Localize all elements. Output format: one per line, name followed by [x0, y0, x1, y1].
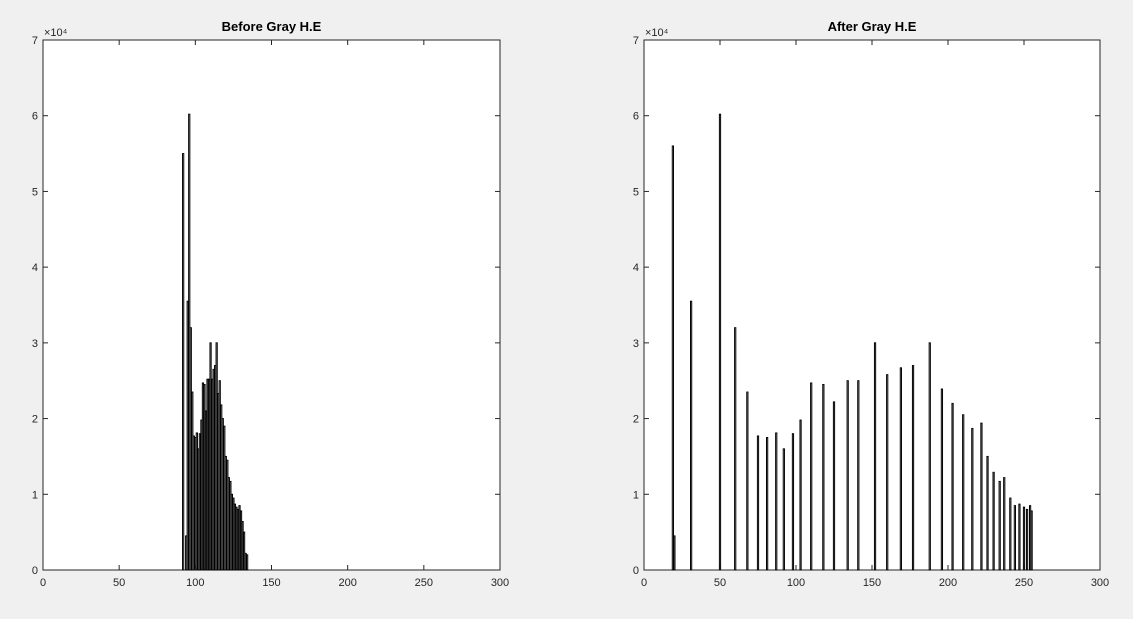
y-tick-label: 2: [32, 414, 38, 426]
y-exponent-label: ×10⁴: [44, 27, 68, 39]
x-tick-label: 300: [1091, 577, 1109, 589]
y-tick-label: 3: [32, 338, 38, 350]
x-tick-label: 250: [415, 577, 433, 589]
x-tick-label: 0: [40, 577, 46, 589]
y-tick-label: 6: [633, 111, 639, 123]
x-tick-label: 50: [714, 577, 726, 589]
x-tick-label: 50: [113, 577, 125, 589]
axes-box: [43, 40, 500, 570]
y-tick-label: 4: [633, 262, 639, 274]
x-tick-label: 200: [338, 577, 356, 589]
y-tick-label: 6: [32, 111, 38, 123]
y-tick-label: 2: [633, 414, 639, 426]
x-tick-label: 300: [491, 577, 509, 589]
x-tick-label: 100: [787, 577, 805, 589]
x-tick-label: 200: [939, 577, 957, 589]
x-tick-label: 0: [641, 577, 647, 589]
axes-box: [644, 40, 1100, 570]
y-tick-label: 3: [633, 338, 639, 350]
y-tick-label: 5: [32, 186, 38, 198]
y-tick-label: 4: [32, 262, 38, 274]
y-tick-label: 5: [633, 186, 639, 198]
x-tick-label: 150: [863, 577, 881, 589]
y-tick-label: 7: [633, 35, 639, 47]
y-tick-label: 0: [633, 565, 639, 577]
chart-title: After Gray H.E: [828, 19, 917, 34]
y-tick-label: 1: [633, 489, 639, 501]
x-tick-label: 150: [262, 577, 280, 589]
chart-before-gray-he: 0 50 100 150 200 250 300 0 1 2 3 4 5 6 7 ×10⁴ Before Gra…: [32, 19, 509, 589]
x-tick-label: 250: [1015, 577, 1033, 589]
chart-title: Before Gray H.E: [222, 19, 322, 34]
chart-after-gray-he: 0 50 100 150 200 250 300 0 1 2 3 4 5 6 7 ×10⁴ After Gray…: [633, 19, 1109, 589]
x-tick-label: 100: [186, 577, 204, 589]
y-exponent-label: ×10⁴: [645, 27, 669, 39]
y-tick-label: 1: [32, 489, 38, 501]
y-tick-label: 0: [32, 565, 38, 577]
y-tick-label: 7: [32, 35, 38, 47]
